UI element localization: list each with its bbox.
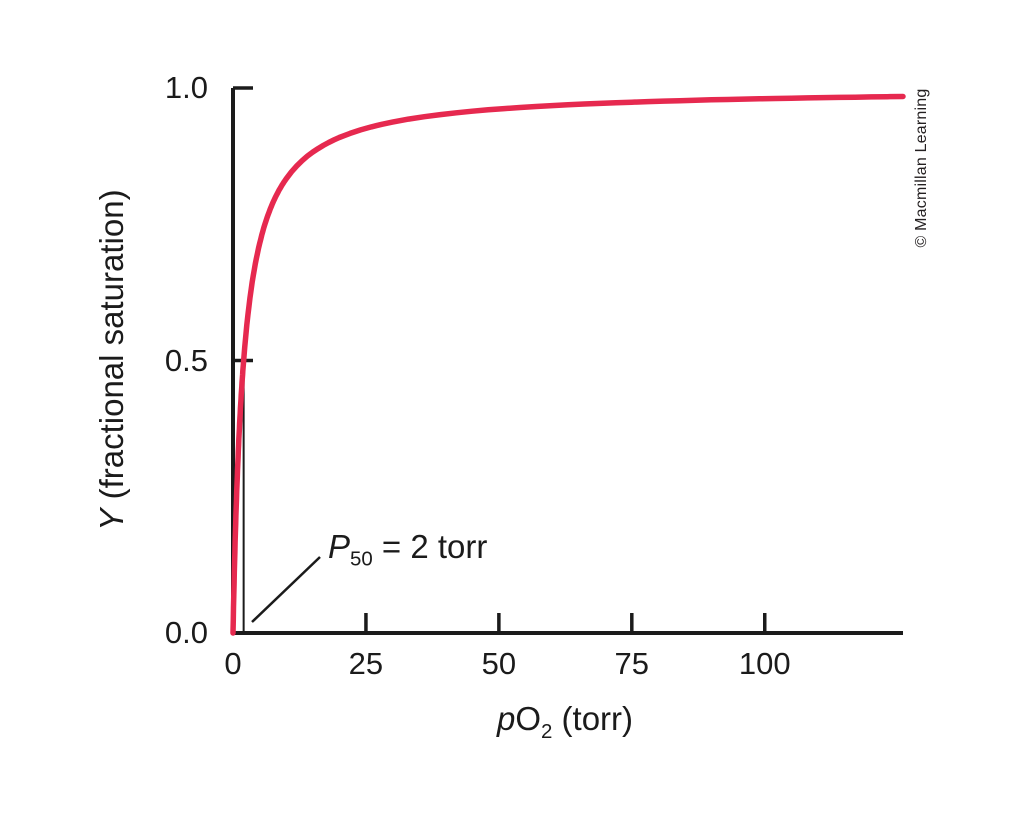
p50-annotation-value: = 2 torr (372, 528, 488, 565)
p50-annotation: P50 = 2 torr (328, 528, 487, 572)
binding-curve (230, 93, 906, 636)
y-axis-title: Y (fractional saturation) (93, 189, 131, 530)
y-tick-label: 0.5 (164, 342, 208, 378)
x-axis-title-text: (torr) (552, 700, 634, 738)
x-tick-label: 25 (348, 646, 384, 681)
p50-annotation-variable: P (328, 528, 351, 565)
y-tick-label: 0.0 (164, 615, 208, 650)
x-axis-title: pO2 (torr) (497, 700, 633, 744)
x-axis-chem-symbol: O (515, 700, 541, 738)
y-axis-variable: Y (93, 508, 130, 531)
y-axis-title-text: (fractional saturation) (93, 189, 130, 509)
x-axis-variable: p (496, 700, 516, 738)
x-axis-chem-subscript: 2 (541, 719, 553, 743)
credit-text: © Macmillan Learning (913, 88, 930, 248)
x-tick-label: 100 (738, 646, 791, 681)
annotation-leader-line (251, 556, 321, 623)
p50-annotation-subscript: 50 (350, 547, 373, 571)
x-tick-label: 0 (224, 646, 242, 681)
y-tick-label: 1.0 (164, 70, 208, 105)
x-tick-label: 50 (481, 646, 517, 681)
x-tick-label: 75 (614, 646, 650, 681)
